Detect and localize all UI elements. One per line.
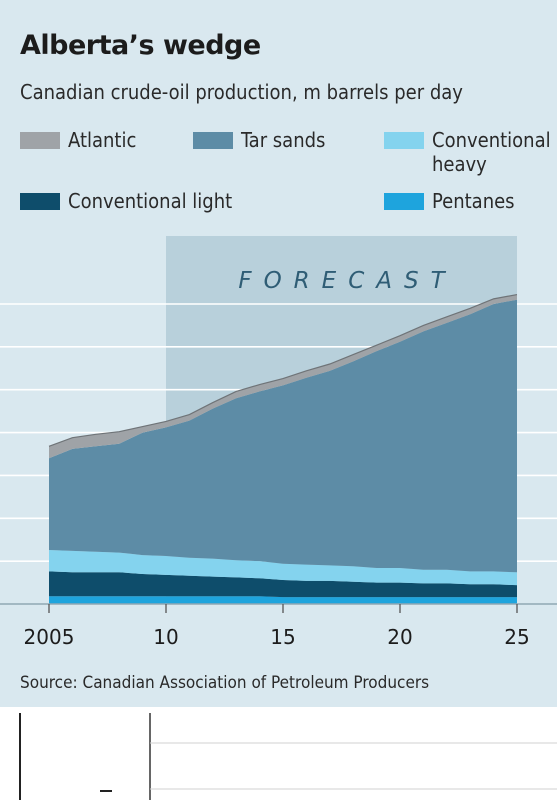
- x-tick-label: 10: [153, 625, 178, 649]
- area-tar-sands: [49, 299, 517, 573]
- legend-swatch-pentanes: [384, 193, 424, 210]
- cropped-lower-fragment: [19, 713, 557, 800]
- legend-label-line: Conventional: [432, 128, 551, 152]
- source-note: Source: Canadian Association of Petroleu…: [20, 673, 430, 693]
- legend-label-line: heavy: [432, 152, 487, 176]
- total-outline: [48, 293, 518, 447]
- x-tick-label: 25: [504, 625, 529, 649]
- chart-subtitle: Canadian crude-oil production, m barrels…: [20, 80, 463, 104]
- legend-label-conventional-light: Conventional light: [68, 189, 233, 213]
- legend-swatch-tar-sands: [193, 132, 233, 149]
- plot-area: 2005 10 15 20 25 FORECAST: [0, 236, 557, 649]
- legend-label-conventional-heavy: Conventional heavy: [432, 128, 551, 176]
- legend-label-tar-sands: Tar sands: [241, 128, 326, 152]
- chart-title: Alberta’s wedge: [20, 30, 261, 61]
- area-conventional-heavy: [49, 550, 517, 586]
- x-tick-label: 2005: [24, 625, 75, 649]
- legend-swatch-conventional-heavy: [384, 132, 424, 149]
- legend-label-atlantic: Atlantic: [68, 128, 137, 152]
- legend-label-pentanes: Pentanes: [432, 189, 515, 213]
- legend-swatch-atlantic: [20, 132, 60, 149]
- legend-swatch-conventional-light: [20, 193, 60, 210]
- x-tick-label: 15: [270, 625, 295, 649]
- area-atlantic: [49, 294, 517, 459]
- x-tick-label: 20: [387, 625, 412, 649]
- forecast-label: FORECAST: [238, 268, 456, 294]
- area-pentanes: [49, 596, 517, 604]
- area-conventional-light: [49, 571, 517, 598]
- chart-card: Alberta’s wedge Canadian crude-oil produ…: [0, 0, 557, 707]
